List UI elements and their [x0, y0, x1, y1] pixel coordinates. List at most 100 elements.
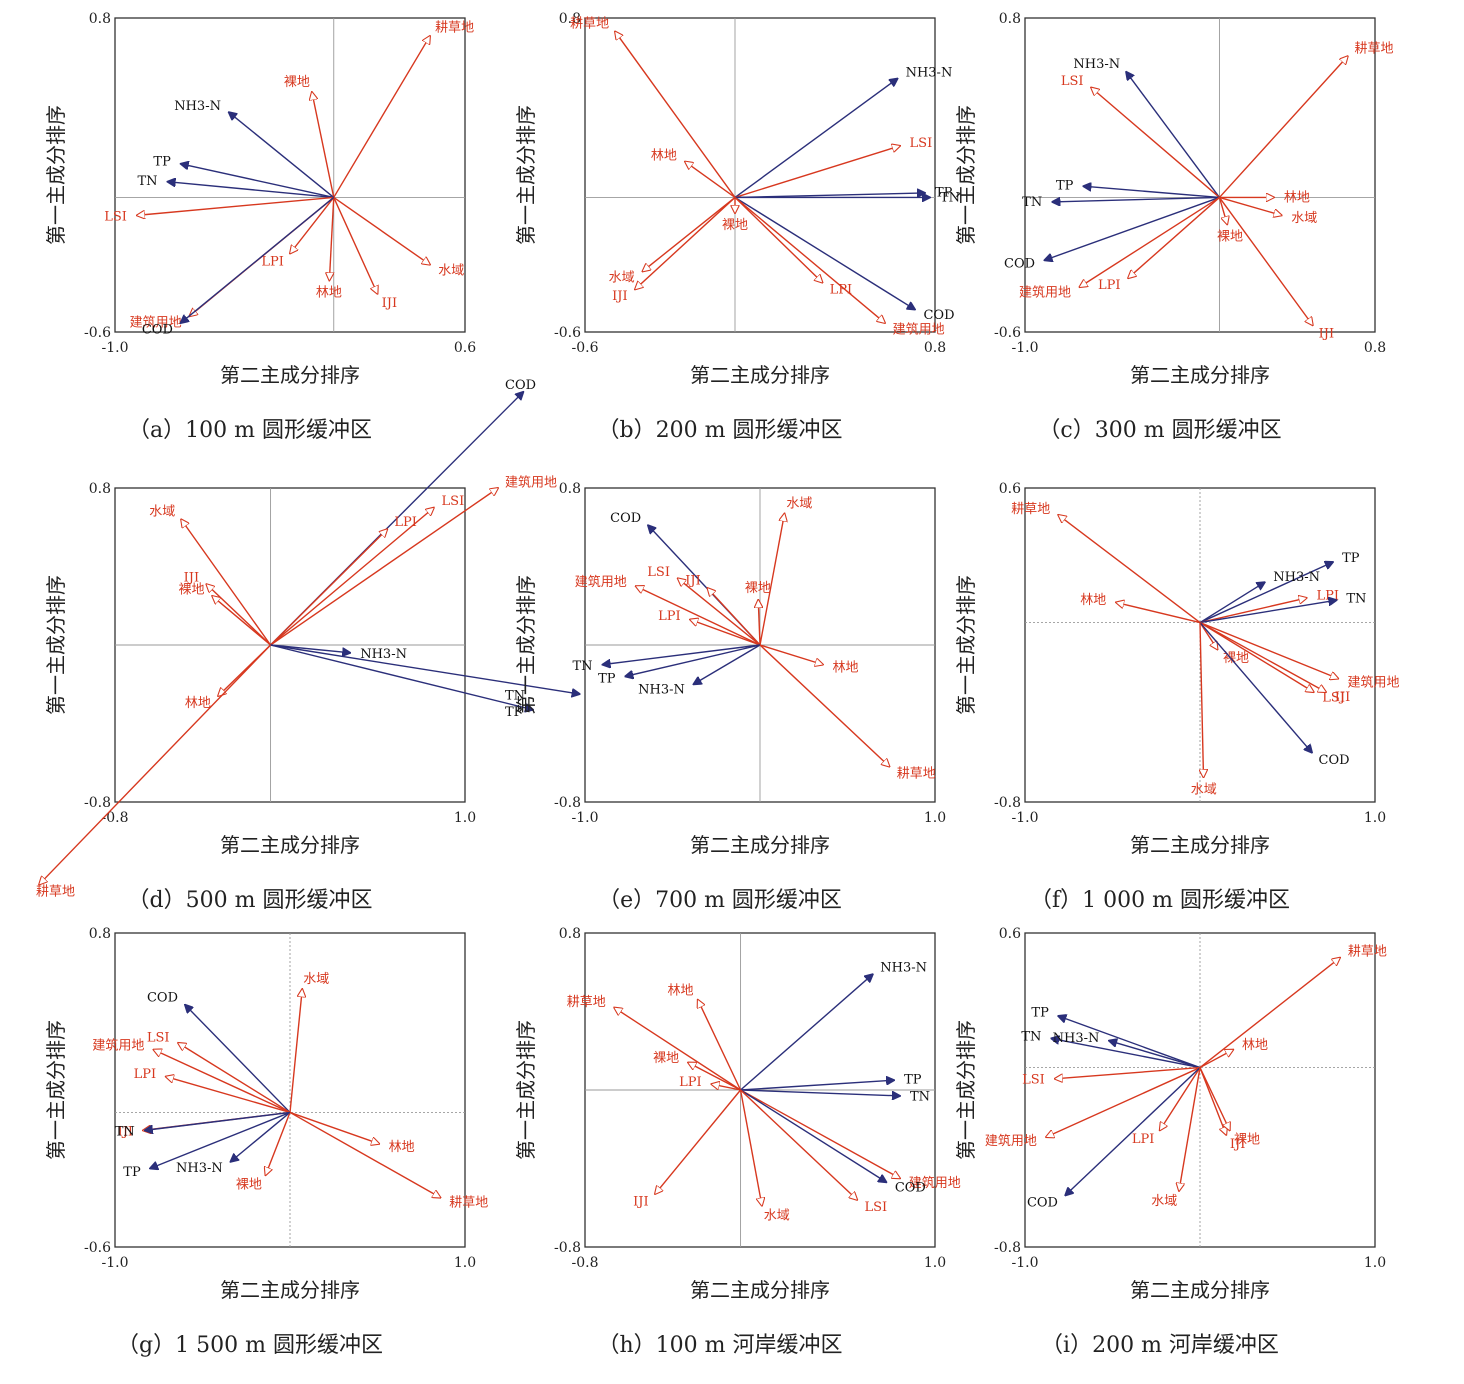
vector-label: TP — [505, 705, 523, 720]
vector-arrow — [39, 644, 272, 884]
vector-label: LSI — [1022, 1073, 1045, 1088]
vector-arrow — [711, 1084, 741, 1091]
vector-label: COD — [142, 322, 173, 337]
vector-arrow — [270, 508, 434, 646]
vector-label: TP — [123, 1165, 141, 1180]
vector-arrow — [1199, 1067, 1230, 1131]
vector-arrow — [231, 1111, 291, 1161]
vector-label: IJI — [685, 574, 700, 589]
biplot-svg: -1.0 0.8 0.8 -0.6 第二主成分排序 第一主成分排序 耕草地 NH3-N LSI T… — [954, 11, 1394, 387]
y-tick-label-min: -0.8 — [554, 795, 581, 811]
vector-arrow — [181, 519, 272, 646]
vector-arrow — [1179, 1067, 1201, 1191]
vector-label: COD — [1027, 1195, 1058, 1210]
x-tick-label-max: 1.0 — [1364, 1255, 1386, 1271]
vector-arrow — [206, 584, 272, 646]
vector-label: LPI — [830, 283, 853, 298]
vector-label: 林地 — [185, 696, 211, 711]
vector-label: LPI — [394, 515, 417, 530]
vector-label: NH3-N — [638, 682, 685, 697]
vector-label: TN — [910, 1089, 930, 1104]
vector-label: 建筑用地 — [909, 1175, 961, 1191]
vector-label: TN — [137, 174, 157, 189]
vector-arrow — [168, 182, 334, 199]
vector-label: TP — [1031, 1006, 1049, 1021]
y-tick-label-min: -0.8 — [994, 795, 1021, 811]
biplot-svg: -1.0 1.0 0.8 -0.6 第二主成分排序 第一主成分排序 COD 水域 LSI建筑用地… — [44, 926, 488, 1302]
vector-label: 建筑用地 — [985, 1133, 1037, 1149]
x-tick-label-min: -1.0 — [1012, 340, 1039, 356]
plot-frame — [1024, 17, 1376, 333]
vector-label: IJI — [118, 1125, 133, 1140]
vector-arrow — [1199, 621, 1326, 693]
vector-label: 林地 — [1080, 593, 1106, 608]
vector-arrow — [614, 1008, 741, 1091]
y-tick-label-min: -0.6 — [554, 325, 581, 341]
vector-label: NH3-N — [360, 647, 407, 662]
vector-label: TN — [573, 659, 593, 674]
vector-label: 林地 — [1284, 190, 1310, 205]
vector-label: 建筑用地 — [575, 574, 627, 590]
x-axis-title: 第二主成分排序 — [690, 363, 830, 387]
vector-label: NH3-N — [176, 1161, 223, 1176]
y-tick-label-max: 0.8 — [89, 11, 111, 27]
plot-frame — [584, 17, 936, 333]
vector-label: 裸地 — [284, 75, 310, 90]
vector-label: COD — [1004, 257, 1035, 272]
vector-label: NH3-N — [906, 66, 953, 81]
vector-label: IJI — [633, 1195, 648, 1210]
vector-arrow — [615, 31, 736, 198]
biplot-panel-i: -1.0 1.0 0.6 -0.8 第二主成分排序 第一主成分排序 耕草地 TP TN NH3-N… — [940, 915, 1387, 1358]
vector-label: LSI — [865, 1200, 888, 1215]
biplot-panel-g: -1.0 1.0 0.8 -0.6 第二主成分排序 第一主成分排序 COD 水域 LSI 建筑用地… — [30, 915, 488, 1358]
vector-arrow — [1199, 622, 1218, 650]
vector-label: 裸地 — [179, 583, 205, 598]
vector-arrow — [1065, 1067, 1201, 1196]
x-tick-label-min: -1.0 — [102, 1255, 129, 1271]
vector-arrow — [1128, 196, 1220, 278]
vector-label: TP — [153, 155, 171, 170]
vector-label: NH3-N — [880, 961, 927, 976]
biplot-svg: -0.6 0.8 0.8 -0.6 第二主成分排序 第一主成分排序 耕草地 NH3-N LSI 林… — [514, 11, 960, 387]
panel-caption: （i）200 m 河岸缓冲区 — [1041, 1333, 1279, 1358]
y-tick-label-max: 0.8 — [89, 481, 111, 497]
vector-label: IJI — [184, 570, 199, 585]
vector-label: TP — [1342, 551, 1360, 566]
vector-arrow — [734, 193, 925, 199]
vector-arrow — [329, 197, 335, 280]
vector-arrow — [229, 112, 335, 198]
y-tick-label-min: -0.8 — [84, 795, 111, 811]
biplot-svg: -1.0 1.0 0.6 -0.8 第二主成分排序 第一主成分排序 耕草地 TP NH3-N 林地… — [954, 481, 1400, 857]
vector-label: 耕草地 — [897, 766, 936, 782]
vector-label: TN — [1022, 195, 1042, 210]
vector-arrow — [685, 162, 736, 198]
vector-label: TN — [115, 1125, 135, 1140]
x-tick-label-min: -0.6 — [572, 340, 599, 356]
vector-label: 建筑用地 — [130, 315, 182, 331]
panel-caption: （d）500 m 圆形缓冲区 — [127, 888, 373, 913]
vector-label: NH3-N — [1073, 57, 1120, 72]
panel-caption: （b）200 m 圆形缓冲区 — [597, 418, 843, 443]
vector-arrow — [1058, 515, 1201, 624]
vector-label: LSI — [647, 565, 670, 580]
vector-label: 裸地 — [653, 1051, 679, 1066]
vector-label: IJI — [612, 289, 627, 304]
vector-arrow — [1218, 197, 1227, 224]
vector-arrow — [759, 644, 823, 665]
vector-arrow — [1046, 1066, 1201, 1138]
vector-arrow — [178, 1043, 291, 1114]
vector-arrow — [150, 1111, 291, 1168]
vector-arrow — [145, 1111, 291, 1130]
vector-label: LPI — [1132, 1132, 1155, 1147]
vector-label: LSI — [104, 209, 127, 224]
vector-arrow — [333, 36, 430, 198]
vector-arrow — [636, 586, 761, 646]
y-axis-title: 第一主成分排序 — [514, 575, 538, 715]
vector-arrow — [740, 1080, 895, 1091]
vector-label: 水域 — [149, 504, 175, 519]
vector-arrow — [739, 1089, 762, 1206]
vector-label: TP — [1056, 178, 1074, 193]
y-axis-title: 第一主成分排序 — [44, 575, 68, 715]
vector-arrow — [137, 196, 334, 215]
vector-arrow — [688, 1063, 741, 1091]
